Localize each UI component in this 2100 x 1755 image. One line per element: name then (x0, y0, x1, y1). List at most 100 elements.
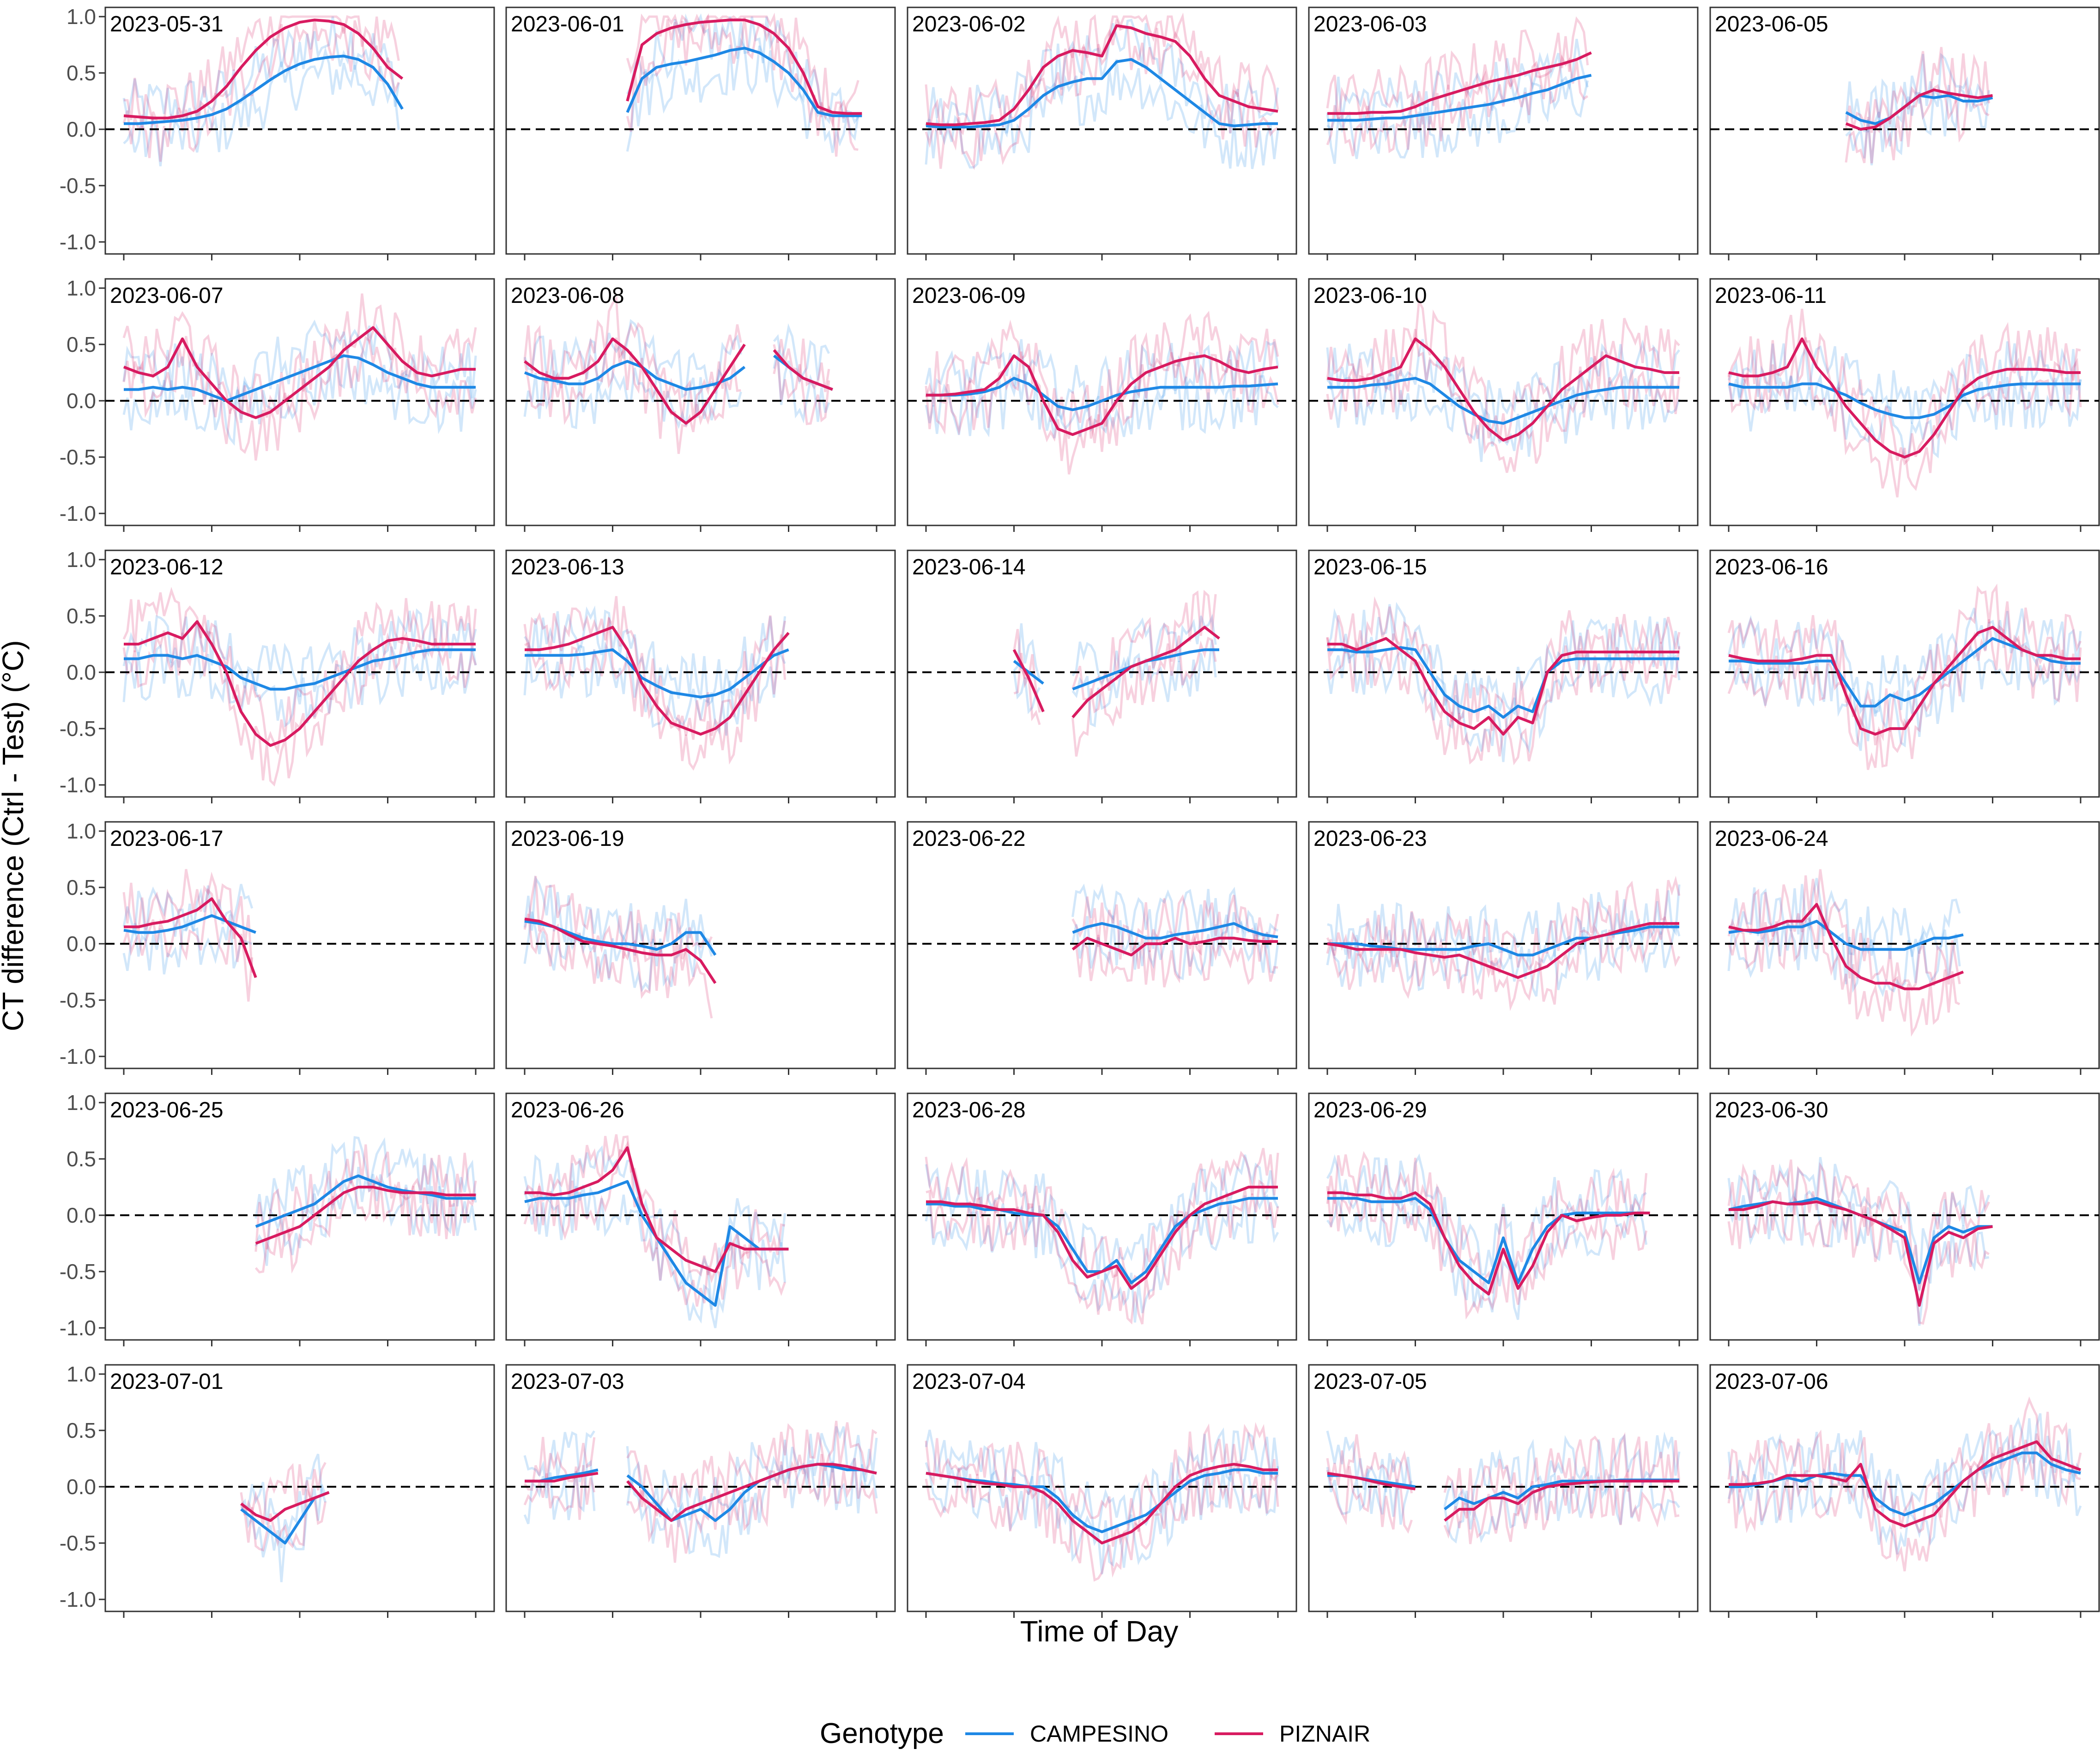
replicate-trace-piznair (122, 293, 477, 420)
replicate-trace-campesino (523, 605, 787, 707)
panel-2023-06-07: 2023-06-07 -1.0 -0.5 0.0 0.5 1.0 (60, 276, 495, 532)
facet-label: 2023-06-09 (912, 283, 1026, 308)
series-line-campesino (1728, 920, 1964, 951)
replicate-trace-piznair (254, 1144, 477, 1252)
panel-2023-06-09: 2023-06-09 (907, 278, 1297, 532)
panel-frame (505, 6, 896, 255)
y-tick-label: -1.0 (60, 1044, 96, 1068)
panel-frame (104, 6, 495, 255)
y-tick-label: 0.0 (67, 932, 96, 956)
series-line-campesino (1327, 1197, 1650, 1285)
y-tick-label: -0.5 (60, 174, 96, 198)
replicate-trace-piznair (1326, 916, 1681, 1011)
y-tick-label: -1.0 (60, 230, 96, 254)
facet-label: 2023-06-12 (110, 555, 224, 579)
replicate-trace-campesino (925, 1427, 1279, 1541)
facet-label: 2023-07-05 (1313, 1369, 1427, 1394)
series-line-campesino (255, 1174, 476, 1228)
replicate-trace-piznair (925, 1459, 1279, 1582)
replicate-trace-piznair (523, 296, 830, 420)
series-line-piznair (626, 18, 862, 115)
legend-label-campesino: CAMPESINO (1030, 1721, 1168, 1747)
facet-label: 2023-06-22 (912, 826, 1026, 851)
replicate-trace-campesino (925, 59, 1279, 169)
series-line-piznair (926, 24, 1278, 127)
replicate-trace-campesino (122, 350, 477, 446)
facet-label: 2023-06-07 (110, 283, 224, 308)
panel-2023-06-22: 2023-06-22 (907, 821, 1297, 1075)
y-tick-label: -0.5 (60, 445, 96, 469)
y-tick-label: 0.0 (67, 389, 96, 413)
replicate-trace-piznair (1326, 329, 1681, 473)
panel-2023-06-03: 2023-06-03 (1308, 6, 1699, 260)
replicate-trace-piznair (1326, 1151, 1648, 1294)
series-line-campesino (926, 377, 1278, 411)
series-line-campesino (1327, 73, 1592, 122)
panel-frame (1709, 821, 2100, 1069)
series-line-piznair (524, 337, 833, 425)
replicate-trace-piznair (254, 1175, 477, 1274)
panel-frame (1709, 1364, 2100, 1612)
facet-label: 2023-06-25 (110, 1098, 224, 1122)
panel-2023-06-12: 2023-06-12 -1.0 -0.5 0.0 0.5 1.0 (60, 548, 495, 803)
y-tick-label: -0.5 (60, 1260, 96, 1284)
replicate-trace-campesino (1727, 1413, 2082, 1520)
replicate-trace-campesino (1326, 1153, 1647, 1285)
replicate-trace-piznair (1845, 84, 1990, 163)
series-line-campesino (1327, 646, 1679, 719)
replicate-trace-campesino (1326, 638, 1681, 762)
facet-label: 2023-06-14 (912, 555, 1026, 579)
panel-2023-06-14: 2023-06-14 (907, 549, 1297, 803)
facet-label: 2023-06-29 (1313, 1098, 1427, 1122)
facet-label: 2023-06-23 (1313, 826, 1427, 851)
replicate-trace-campesino (122, 320, 477, 409)
series-line-campesino (123, 914, 256, 934)
panel-frame (505, 1364, 896, 1612)
replicate-trace-campesino (122, 642, 477, 728)
y-tick-label: 1.0 (67, 1091, 96, 1115)
series-line-piznair (1327, 922, 1679, 979)
replicate-trace-campesino (1326, 1191, 1648, 1320)
series-line-piznair (1012, 626, 1220, 718)
panel-frame (104, 821, 495, 1069)
panel-frame (1709, 1092, 2100, 1341)
replicate-trace-piznair (523, 1140, 786, 1307)
legend-label-piznair: PIZNAIR (1279, 1721, 1370, 1747)
replicate-trace-campesino (122, 16, 400, 125)
series-line-piznair (525, 626, 790, 736)
replicate-trace-piznair (122, 336, 477, 461)
replicate-trace-campesino (925, 374, 1279, 439)
y-tick-label: 0.5 (67, 604, 96, 628)
replicate-trace-campesino (925, 1462, 1279, 1574)
panel-2023-06-05: 2023-06-05 (1709, 6, 2100, 260)
y-tick-label: 0.5 (67, 1418, 96, 1442)
replicate-trace-piznair (925, 351, 1279, 475)
replicate-trace-campesino (1326, 38, 1589, 132)
panel-2023-06-11: 2023-06-11 (1709, 278, 2100, 532)
series-line-piznair (525, 1463, 877, 1522)
series-line-piznair (1327, 1191, 1650, 1296)
replicate-trace-campesino (254, 1136, 477, 1222)
series-line-campesino (1728, 382, 2081, 419)
replicate-trace-piznair (122, 19, 400, 162)
series-line-piznair (123, 18, 404, 120)
replicate-trace-piznair (626, 13, 859, 157)
panel-2023-07-06: 2023-07-06 (1709, 1364, 2100, 1618)
replicate-trace-campesino (626, 13, 859, 125)
replicate-trace-campesino (1727, 1157, 1990, 1291)
replicate-trace-piznair (1326, 1432, 1681, 1520)
replicate-trace-campesino (123, 46, 400, 167)
panel-frame (505, 1092, 896, 1341)
y-axis-title: CT difference (Ctrl - Test) (°C) (0, 640, 30, 1031)
replicate-trace-piznair (1845, 47, 1991, 133)
replicate-trace-piznair (925, 311, 1279, 439)
replicate-trace-campesino (122, 884, 254, 941)
facet-label: 2023-06-11 (1715, 283, 1827, 308)
series-line-piznair (1327, 51, 1592, 115)
series-line-piznair (524, 917, 717, 984)
panel-frame (1709, 6, 2100, 255)
series-line-campesino (1327, 925, 1679, 957)
y-tick-label: 1.0 (67, 548, 96, 572)
series-line-piznair (926, 354, 1278, 436)
facet-label: 2023-06-30 (1715, 1098, 1828, 1122)
